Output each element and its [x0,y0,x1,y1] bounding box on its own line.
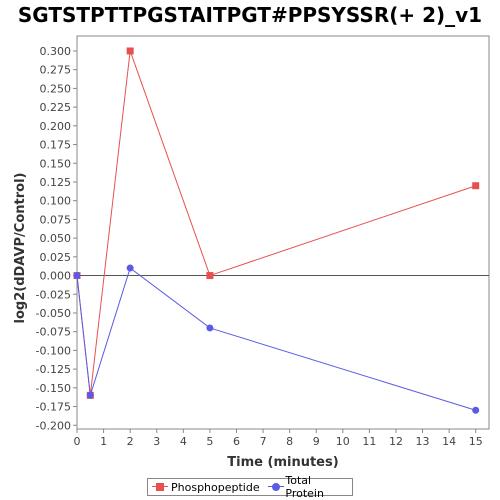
y-tick-label: 0.125 [40,176,72,189]
data-point-total-protein [73,272,81,280]
data-point-phosphopeptide [126,47,134,55]
legend-symbol-square [152,482,168,492]
legend-symbol-circle [267,482,284,492]
y-tick-label: -0.175 [36,401,71,414]
x-tick-label: 10 [336,435,350,448]
y-tick-label: -0.125 [36,363,71,376]
x-tick-label: 8 [286,435,293,448]
x-tick-label: 5 [206,435,213,448]
y-tick-label: 0.100 [40,195,72,208]
y-tick-label: 0.175 [40,139,72,152]
x-tick-label: 11 [362,435,376,448]
x-tick-label: 1 [100,435,107,448]
legend-item-total-protein: Total Protein [267,474,348,500]
y-tick-label: -0.100 [36,344,71,357]
x-axis: 0 1 2 3 4 5 6 7 8 9 10 11 12 13 14 15 [74,429,483,448]
x-tick-label: 9 [313,435,320,448]
y-tick-label: 0.200 [40,120,72,133]
y-tick-label: 0.025 [40,251,72,264]
data-point-total-protein [206,324,214,332]
data-point-total-protein [126,264,134,272]
plot-frame [76,35,490,430]
y-axis-title: log2(dDAVP/Control) [13,173,28,324]
data-point-total-protein [472,406,480,414]
x-tick-label: 4 [180,435,187,448]
legend-item-phosphopeptide: Phosphopeptide [152,481,260,494]
data-point-total-protein [86,391,94,399]
y-tick-label: -0.050 [36,307,71,320]
y-tick-label: -0.200 [36,419,71,432]
x-axis-title: Time (minutes) [227,455,338,470]
x-tick-label: 12 [389,435,403,448]
y-tick-label: 0.000 [40,270,72,283]
legend-label: Phosphopeptide [171,480,260,494]
x-tick-label: 6 [233,435,240,448]
y-tick-label: -0.150 [36,382,71,395]
y-tick-label: 0.050 [40,232,72,245]
x-tick-label: 15 [469,435,483,448]
y-axis: -0.200 -0.175 -0.150 -0.125 -0.100 -0.075 -0.0… [36,45,77,432]
chart-title: SGTSTPTTPGSTAITPGT#PPSYSSR(+ 2)_v1 [17,3,483,27]
x-tick-label: 7 [260,435,267,448]
plot-area [76,35,490,430]
y-tick-label: -0.025 [36,288,71,301]
x-tick-label: 3 [153,435,160,448]
y-tick-label: 0.225 [40,101,72,114]
y-tick-label: 0.300 [40,45,72,58]
y-tick-label: 0.150 [40,157,72,170]
data-point-phosphopeptide [206,272,214,280]
y-tick-label: 0.250 [40,82,72,95]
chart-legend: Phosphopeptide Total Protein [147,474,353,500]
y-tick-label: -0.075 [36,326,71,339]
y-tick-label: 0.275 [40,64,72,77]
series-layer [73,47,480,414]
legend-label: Total Protein [285,474,324,500]
x-tick-label: 13 [416,435,430,448]
x-tick-label: 0 [74,435,81,448]
x-tick-label: 2 [127,435,134,448]
y-tick-label: 0.075 [40,213,72,226]
data-point-phosphopeptide [472,182,480,190]
x-tick-label: 14 [442,435,456,448]
